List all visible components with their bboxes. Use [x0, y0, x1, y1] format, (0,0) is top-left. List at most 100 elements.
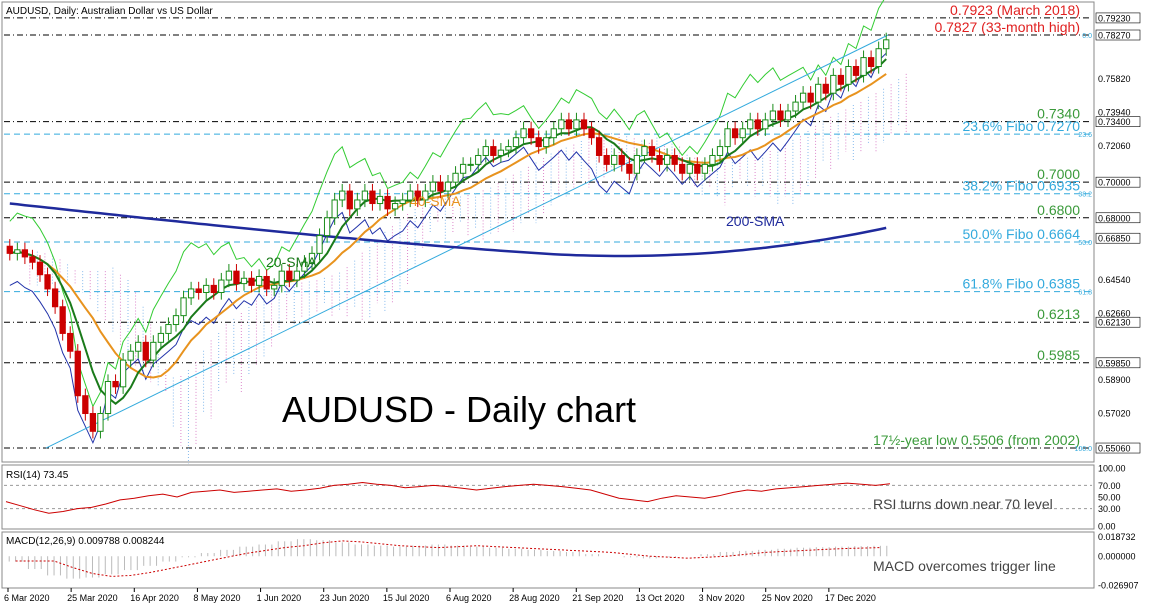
- time-tick-label: 28 Aug 2020: [509, 593, 560, 603]
- candle-body: [157, 332, 165, 343]
- macd-panel: 0.018732 0.000000 -0.026907: [8, 532, 1139, 590]
- candle-body: [255, 275, 263, 286]
- candle-body: [497, 149, 505, 156]
- price-tick-label: 0.55060: [1098, 444, 1131, 454]
- candle-body: [44, 274, 51, 290]
- time-tick-label: 13 Oct 2020: [635, 593, 684, 603]
- fibo-tag: 50.0: [1078, 240, 1092, 247]
- candle-body: [724, 128, 731, 148]
- time-tick-label: 8 May 2020: [193, 593, 240, 603]
- candle-body: [67, 332, 74, 352]
- candle-body: [641, 146, 648, 156]
- candles: [6, 32, 890, 439]
- candle-body: [180, 297, 187, 317]
- candle-body: [165, 324, 172, 334]
- sma200-line: [9, 202, 887, 258]
- candle-body: [792, 101, 799, 112]
- candle-body: [233, 270, 240, 285]
- macd-title: MACD(12,26,9) 0.009788 0.008244: [6, 536, 165, 547]
- level-label: 0.7827 (33-month high): [934, 19, 1080, 35]
- time-tick-label: 3 Nov 2020: [699, 593, 745, 603]
- fibo-tag: 100.0: [1074, 446, 1092, 453]
- candle-body: [860, 57, 867, 76]
- candle-body: [308, 252, 316, 263]
- candle-body: [709, 154, 716, 165]
- level-label: 61.8% Fibo 0.6385: [962, 276, 1080, 292]
- candle-body: [686, 163, 693, 174]
- candle-body: [331, 199, 338, 219]
- candle-body: [799, 92, 807, 103]
- candle-body: [263, 275, 270, 290]
- candle-body: [845, 66, 852, 85]
- candle-body: [369, 190, 376, 205]
- candle-body: [626, 163, 633, 174]
- level-label: 0.7340: [1037, 106, 1080, 122]
- price-tick-label: 0.64540: [1098, 275, 1131, 285]
- candle-body: [512, 137, 520, 148]
- candle-body: [391, 203, 399, 210]
- candle-body: [535, 137, 542, 148]
- envelope-lower: [9, 52, 887, 445]
- candle-body: [414, 190, 421, 201]
- candle-body: [429, 181, 437, 192]
- candle-body: [747, 119, 754, 130]
- rsi-line: [5, 481, 891, 514]
- time-tick-label: 6 Mar 2020: [4, 593, 50, 603]
- candle-body: [694, 163, 701, 174]
- symbol-label: AUDUSD, Daily: Australian Dollar vs US D…: [6, 6, 213, 17]
- rsi-tick-label: 30.00: [1098, 504, 1121, 514]
- price-tick-label: 0.79230: [1098, 13, 1131, 23]
- price-tick-label: 0.58900: [1098, 375, 1131, 385]
- candle-body: [611, 154, 618, 165]
- candle-body: [648, 146, 656, 156]
- candle-body: [354, 199, 361, 210]
- price-tick-box: [1095, 176, 1141, 188]
- candle-body: [278, 270, 285, 286]
- time-tick-label: 6 Aug 2020: [446, 593, 492, 603]
- candle-body: [769, 110, 777, 121]
- candle-body: [21, 249, 29, 258]
- candle-body: [815, 83, 822, 103]
- candle-body: [777, 110, 784, 121]
- candle-body: [218, 279, 225, 294]
- candle-body: [323, 217, 331, 237]
- candle-body: [679, 163, 686, 174]
- candle-body: [437, 181, 444, 192]
- candle-body: [14, 249, 21, 254]
- envelope-upper: [9, 0, 885, 408]
- candle-body: [104, 380, 112, 415]
- candle-body: [203, 284, 210, 294]
- candle-body: [867, 57, 875, 68]
- candle-body: [475, 154, 482, 165]
- rsi-tick-label: 100.00: [1098, 464, 1126, 474]
- macd-tick-label: 0.018732: [1098, 532, 1136, 542]
- candle-body: [558, 119, 565, 130]
- time-tick-label: 25 Mar 2020: [67, 593, 118, 603]
- candle-body: [459, 163, 467, 174]
- candle-body: [580, 119, 588, 130]
- candle-body: [595, 137, 603, 156]
- macd-signal-line: [15, 540, 881, 577]
- candle-body: [376, 195, 384, 205]
- time-axis: 6 Mar 2020 25 Mar 2020 16 Apr 2020 8 May 20…: [4, 588, 876, 603]
- candle-body: [150, 341, 157, 361]
- time-tick-label: 1 Jun 2020: [257, 593, 302, 603]
- candle-body: [588, 128, 595, 139]
- rsi-note: RSI turns down near 70 level: [873, 496, 1053, 512]
- level-label: 17½-year low 0.5506 (from 2002): [873, 432, 1080, 448]
- macd-tick-label: 0.000000: [1098, 552, 1136, 562]
- candle-body: [293, 270, 301, 281]
- price-tick-label: 0.59850: [1098, 358, 1131, 368]
- candle-body: [339, 190, 346, 201]
- candle-body: [543, 137, 550, 148]
- moving-averages: [9, 58, 887, 405]
- candle-body: [82, 395, 89, 415]
- candle-body: [830, 74, 837, 94]
- candle-body: [301, 261, 308, 272]
- candle-body: [550, 128, 557, 139]
- price-tick-box: [1095, 116, 1141, 127]
- candle-body: [346, 190, 353, 210]
